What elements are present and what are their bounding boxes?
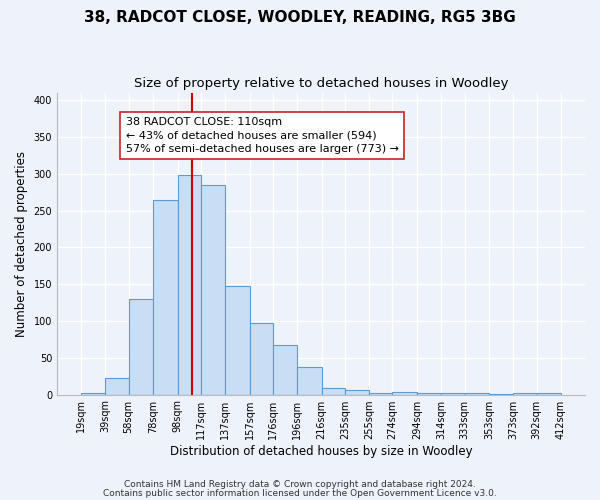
Bar [128, 299, 153, 394]
Bar [201, 185, 225, 394]
Text: 38 RADCOT CLOSE: 110sqm
← 43% of detached houses are smaller (594)
57% of semi-d: 38 RADCOT CLOSE: 110sqm ← 43% of detache… [125, 117, 398, 154]
Bar [250, 322, 273, 394]
Bar [464, 393, 489, 394]
Text: 38, RADCOT CLOSE, WOODLEY, READING, RG5 3BG: 38, RADCOT CLOSE, WOODLEY, READING, RG5 … [84, 10, 516, 25]
Bar [442, 393, 464, 394]
Bar [417, 393, 442, 394]
Bar [514, 393, 536, 394]
Bar [345, 390, 369, 394]
Text: Contains HM Land Registry data © Crown copyright and database right 2024.: Contains HM Land Registry data © Crown c… [124, 480, 476, 489]
X-axis label: Distribution of detached houses by size in Woodley: Distribution of detached houses by size … [170, 444, 472, 458]
Bar [81, 393, 106, 394]
Bar [536, 393, 561, 394]
Title: Size of property relative to detached houses in Woodley: Size of property relative to detached ho… [134, 78, 508, 90]
Bar [273, 344, 297, 395]
Bar [297, 366, 322, 394]
Text: Contains public sector information licensed under the Open Government Licence v3: Contains public sector information licen… [103, 488, 497, 498]
Bar [225, 286, 250, 395]
Y-axis label: Number of detached properties: Number of detached properties [15, 151, 28, 337]
Bar [178, 176, 201, 394]
Bar [322, 388, 345, 394]
Bar [369, 393, 392, 394]
Bar [392, 392, 417, 394]
Bar [106, 378, 128, 394]
Bar [153, 200, 178, 394]
